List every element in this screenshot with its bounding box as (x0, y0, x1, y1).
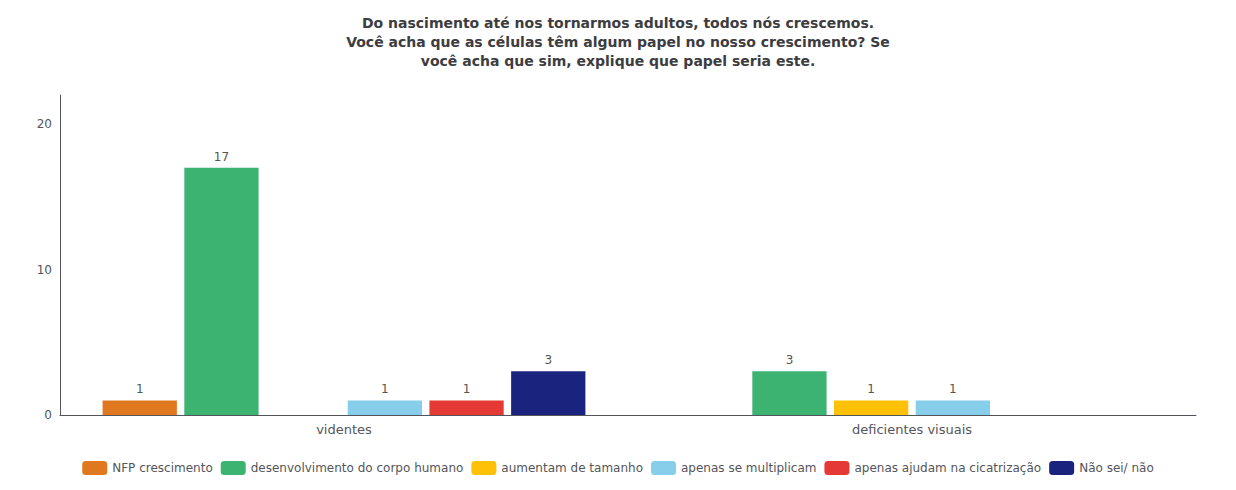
svg-text:desenvolvimento do corpo human: desenvolvimento do corpo humano (251, 461, 464, 475)
svg-text:1: 1 (463, 382, 471, 396)
svg-text:deficientes visuais: deficientes visuais (852, 422, 972, 437)
svg-text:1: 1 (136, 382, 144, 396)
svg-text:Do nascimento até nos tornarmo: Do nascimento até nos tornarmos adultos,… (362, 15, 874, 31)
svg-text:Não sei/ não: Não sei/ não (1079, 461, 1154, 475)
svg-text:3: 3 (786, 353, 794, 367)
svg-text:17: 17 (214, 150, 229, 164)
svg-text:Você acha que as células têm a: Você acha que as células têm algum papel… (346, 34, 890, 50)
svg-text:0: 0 (44, 408, 52, 422)
svg-text:apenas se multiplicam: apenas se multiplicam (681, 461, 816, 475)
svg-text:aumentam de tamanho: aumentam de tamanho (501, 461, 643, 475)
svg-text:1: 1 (381, 382, 389, 396)
svg-text:você acha que sim, explique qu: você acha que sim, explique que papel se… (421, 53, 815, 69)
svg-text:videntes: videntes (316, 422, 372, 437)
svg-text:apenas ajudam na cicatrização: apenas ajudam na cicatrização (854, 461, 1041, 475)
svg-text:1: 1 (949, 382, 957, 396)
svg-text:1: 1 (867, 382, 875, 396)
svg-text:20: 20 (37, 117, 52, 131)
svg-text:NFP crescimento: NFP crescimento (112, 461, 213, 475)
svg-text:3: 3 (544, 353, 552, 367)
svg-text:10: 10 (37, 263, 52, 277)
